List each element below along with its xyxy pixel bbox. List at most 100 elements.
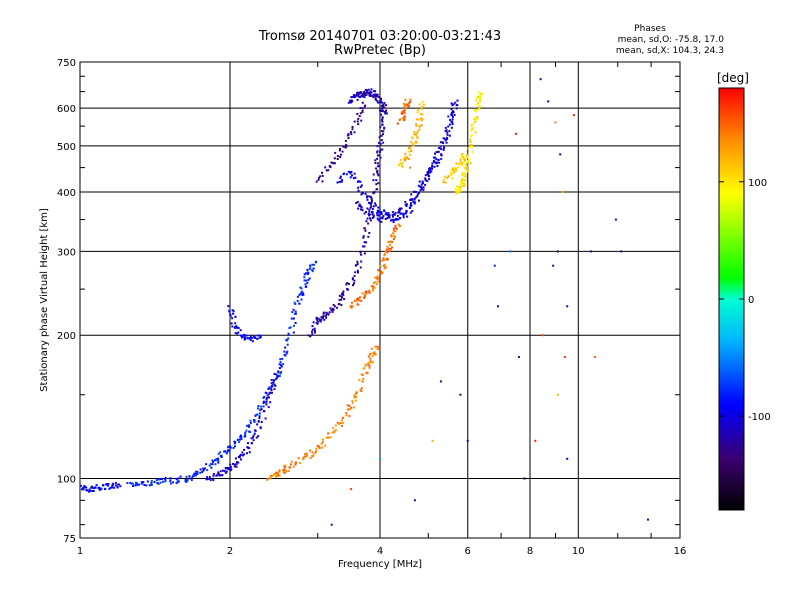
data-point bbox=[298, 302, 301, 305]
data-point bbox=[450, 108, 453, 111]
data-point bbox=[556, 250, 559, 253]
data-point bbox=[387, 212, 390, 215]
y-tick-label: 200 bbox=[57, 331, 76, 342]
data-point bbox=[350, 170, 353, 173]
data-point bbox=[234, 457, 237, 460]
data-point bbox=[233, 463, 236, 466]
data-point bbox=[403, 157, 406, 160]
data-point bbox=[382, 133, 384, 136]
data-point bbox=[258, 412, 261, 415]
data-point bbox=[248, 424, 251, 427]
data-point bbox=[403, 105, 406, 108]
data-point bbox=[262, 402, 265, 404]
data-point bbox=[377, 218, 380, 221]
data-point bbox=[407, 157, 410, 160]
data-point bbox=[374, 353, 377, 356]
data-point bbox=[340, 419, 343, 422]
data-point bbox=[374, 202, 376, 205]
data-point bbox=[179, 475, 182, 478]
data-point bbox=[379, 109, 381, 112]
data-point bbox=[443, 137, 446, 140]
data-point bbox=[221, 469, 224, 472]
data-point bbox=[356, 201, 359, 203]
data-point bbox=[464, 159, 466, 161]
data-point bbox=[88, 488, 91, 491]
data-point bbox=[371, 199, 373, 202]
data-point bbox=[420, 117, 422, 120]
data-point bbox=[309, 266, 312, 269]
data-point bbox=[340, 304, 343, 307]
data-point bbox=[408, 105, 410, 108]
data-point bbox=[379, 270, 382, 273]
data-point bbox=[459, 393, 462, 396]
data-point bbox=[428, 175, 431, 178]
data-point bbox=[338, 149, 341, 152]
data-point bbox=[379, 210, 382, 213]
data-point bbox=[226, 449, 229, 452]
data-point bbox=[333, 430, 336, 433]
data-point bbox=[421, 105, 424, 108]
data-point bbox=[285, 352, 288, 355]
data-point bbox=[388, 216, 391, 219]
data-point bbox=[361, 209, 364, 212]
data-point bbox=[230, 322, 233, 325]
data-point bbox=[406, 105, 409, 108]
data-point bbox=[229, 466, 232, 469]
data-point bbox=[372, 93, 375, 96]
grid-lines bbox=[80, 62, 680, 538]
data-point bbox=[363, 93, 366, 96]
data-point bbox=[409, 211, 412, 214]
data-point bbox=[428, 178, 431, 181]
data-point bbox=[266, 477, 269, 480]
data-points bbox=[79, 78, 649, 526]
data-point bbox=[229, 315, 232, 317]
data-point bbox=[416, 193, 419, 196]
data-point bbox=[325, 314, 327, 317]
data-point bbox=[413, 197, 416, 200]
data-point bbox=[438, 161, 441, 164]
data-point bbox=[229, 446, 232, 449]
data-point bbox=[278, 367, 281, 370]
data-point bbox=[97, 486, 100, 489]
data-point bbox=[88, 490, 91, 493]
data-point bbox=[479, 96, 482, 99]
data-point bbox=[407, 103, 410, 106]
data-point bbox=[356, 262, 359, 265]
data-point bbox=[236, 461, 238, 464]
data-point bbox=[421, 118, 424, 121]
data-point bbox=[273, 372, 276, 375]
data-point bbox=[497, 305, 499, 308]
data-point bbox=[472, 127, 475, 129]
data-point bbox=[457, 189, 459, 192]
data-point bbox=[300, 298, 303, 301]
data-point bbox=[229, 313, 232, 316]
data-point bbox=[353, 279, 356, 282]
data-point bbox=[362, 367, 365, 370]
data-point bbox=[399, 118, 402, 121]
data-point bbox=[379, 156, 382, 159]
data-point bbox=[473, 118, 476, 121]
data-point bbox=[414, 190, 417, 193]
data-point bbox=[448, 130, 451, 133]
data-point bbox=[361, 107, 364, 110]
data-point bbox=[398, 211, 401, 213]
data-point bbox=[360, 119, 363, 122]
y-tick-label: 750 bbox=[57, 58, 76, 69]
data-point bbox=[350, 99, 353, 102]
data-point bbox=[451, 104, 454, 107]
data-point bbox=[388, 214, 391, 217]
data-point bbox=[418, 199, 420, 202]
data-point bbox=[278, 470, 281, 473]
data-point bbox=[415, 124, 418, 127]
data-point bbox=[474, 116, 477, 119]
data-point bbox=[317, 317, 320, 320]
data-point bbox=[372, 285, 375, 288]
data-point bbox=[262, 405, 265, 408]
data-point bbox=[475, 104, 478, 107]
data-point bbox=[451, 111, 454, 114]
data-point bbox=[418, 180, 421, 183]
data-point bbox=[321, 171, 323, 174]
data-point bbox=[375, 183, 378, 186]
data-point bbox=[350, 406, 353, 409]
data-point bbox=[358, 203, 361, 206]
